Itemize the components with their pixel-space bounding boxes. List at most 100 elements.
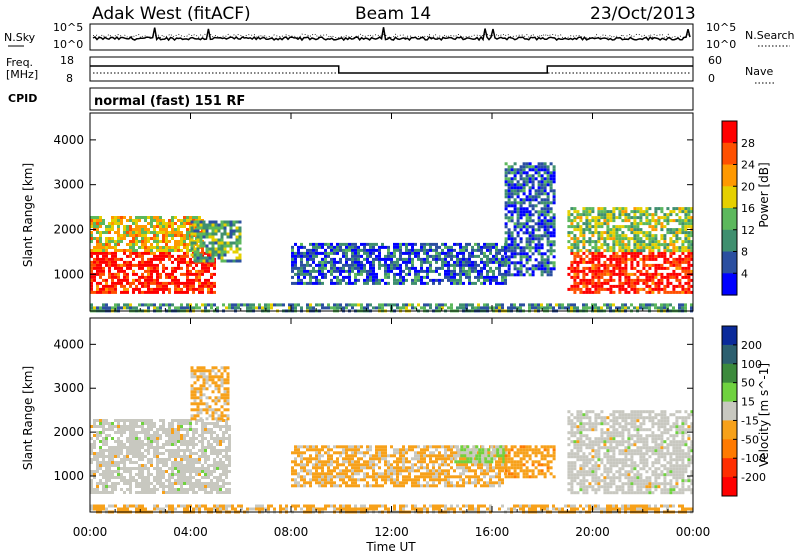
heatmap-cell bbox=[165, 491, 168, 494]
heatmap-cell bbox=[309, 448, 312, 452]
heatmap-cell bbox=[483, 242, 486, 246]
heatmap-cell bbox=[537, 189, 541, 193]
heatmap-cell bbox=[217, 378, 221, 382]
heatmap-cell bbox=[303, 254, 306, 258]
heatmap-cell bbox=[387, 469, 390, 473]
heatmap-cell bbox=[196, 229, 200, 233]
heatmap-cell bbox=[366, 303, 369, 307]
heatmap-cell bbox=[405, 303, 408, 307]
heatmap-cell bbox=[465, 275, 468, 279]
heatmap-cell bbox=[672, 257, 676, 261]
heatmap-cell bbox=[381, 454, 384, 458]
heatmap-cell bbox=[645, 237, 649, 241]
heatmap-cell bbox=[102, 440, 105, 443]
heatmap-cell bbox=[579, 281, 583, 285]
heatmap-cell bbox=[135, 461, 138, 464]
heatmap-cell bbox=[501, 306, 504, 310]
heatmap-cell bbox=[193, 390, 197, 394]
heatmap-cell bbox=[99, 269, 102, 273]
heatmap-cell bbox=[609, 284, 613, 288]
heatmap-cell bbox=[204, 437, 207, 440]
heatmap-cell bbox=[297, 451, 300, 455]
heatmap-cell bbox=[429, 472, 432, 476]
heatmap-cell bbox=[576, 263, 580, 267]
heatmap-cell bbox=[129, 473, 132, 476]
heatmap-cell bbox=[105, 284, 108, 288]
heatmap-cell bbox=[648, 213, 652, 217]
heatmap-cell bbox=[190, 247, 194, 251]
heatmap-cell bbox=[636, 306, 639, 310]
heatmap-cell bbox=[93, 488, 96, 491]
heatmap-cell bbox=[234, 306, 237, 310]
heatmap-cell bbox=[510, 201, 514, 205]
heatmap-cell bbox=[360, 263, 363, 267]
heatmap-cell bbox=[618, 228, 622, 232]
heatmap-cell bbox=[537, 228, 541, 232]
heatmap-cell bbox=[405, 260, 408, 264]
heatmap-cell bbox=[180, 449, 183, 452]
heatmap-cell bbox=[159, 275, 162, 279]
heatmap-cell bbox=[525, 246, 529, 250]
heatmap-cell bbox=[510, 195, 514, 199]
heatmap-cell bbox=[105, 225, 108, 228]
heatmap-cell bbox=[165, 443, 168, 446]
heatmap-cell bbox=[681, 219, 685, 223]
heatmap-cell bbox=[186, 476, 189, 479]
heatmap-cell bbox=[690, 249, 694, 253]
heatmap-cell bbox=[636, 249, 640, 253]
heatmap-cell bbox=[238, 232, 242, 236]
heatmap-cell bbox=[510, 183, 514, 187]
heatmap-cell bbox=[603, 240, 607, 244]
heatmap-cell bbox=[189, 272, 192, 276]
heatmap-cell bbox=[162, 488, 165, 491]
heatmap-cell bbox=[399, 278, 402, 282]
heatmap-cell bbox=[201, 419, 204, 422]
heatmap-cell bbox=[189, 470, 192, 473]
heatmap-cell bbox=[549, 267, 553, 271]
heatmap-cell bbox=[156, 464, 159, 467]
heatmap-cell bbox=[214, 375, 218, 379]
heatmap-cell bbox=[147, 428, 150, 431]
heatmap-cell bbox=[444, 303, 447, 307]
heatmap-cell bbox=[477, 269, 480, 273]
heatmap-cell bbox=[525, 180, 529, 184]
heatmap-cell bbox=[144, 243, 147, 246]
heatmap-cell bbox=[360, 306, 363, 310]
heatmap-cell bbox=[531, 168, 535, 172]
heatmap-cell bbox=[111, 272, 114, 276]
heatmap-cell bbox=[105, 240, 108, 243]
heatmap-cell bbox=[297, 463, 300, 467]
heatmap-cell bbox=[216, 479, 219, 482]
heatmap-cell bbox=[585, 216, 589, 220]
heatmap-cell bbox=[453, 272, 456, 276]
heatmap-cell bbox=[220, 396, 224, 400]
heatmap-cell bbox=[324, 451, 327, 455]
heatmap-cell bbox=[573, 251, 577, 255]
heatmap-cell bbox=[582, 210, 586, 214]
heatmap-cell bbox=[168, 431, 171, 434]
heatmap-cell bbox=[387, 263, 390, 267]
heatmap-cell bbox=[402, 281, 405, 285]
heatmap-cell bbox=[198, 488, 201, 491]
heatmap-cell bbox=[423, 257, 426, 261]
heatmap-cell bbox=[99, 446, 102, 449]
heatmap-cell bbox=[192, 431, 195, 434]
heatmap-cell bbox=[537, 219, 541, 223]
heatmap-cell bbox=[246, 303, 249, 307]
heatmap-cell bbox=[504, 207, 508, 211]
heatmap-cell bbox=[228, 488, 231, 491]
heatmap-cell bbox=[384, 454, 387, 458]
heatmap-cell bbox=[654, 303, 657, 307]
heatmap-cell bbox=[492, 260, 495, 264]
heatmap-cell bbox=[369, 245, 372, 249]
heatmap-cell bbox=[270, 306, 273, 310]
heatmap-cell bbox=[171, 249, 174, 252]
heatmap-cell bbox=[519, 222, 523, 226]
heatmap-cell bbox=[579, 216, 583, 220]
heatmap-cell bbox=[546, 237, 550, 241]
heatmap-cell bbox=[228, 443, 231, 446]
heatmap-cell bbox=[144, 491, 147, 494]
heatmap-cell bbox=[306, 263, 309, 267]
heatmap-cell bbox=[190, 414, 194, 418]
heatmap-cell bbox=[591, 263, 595, 267]
